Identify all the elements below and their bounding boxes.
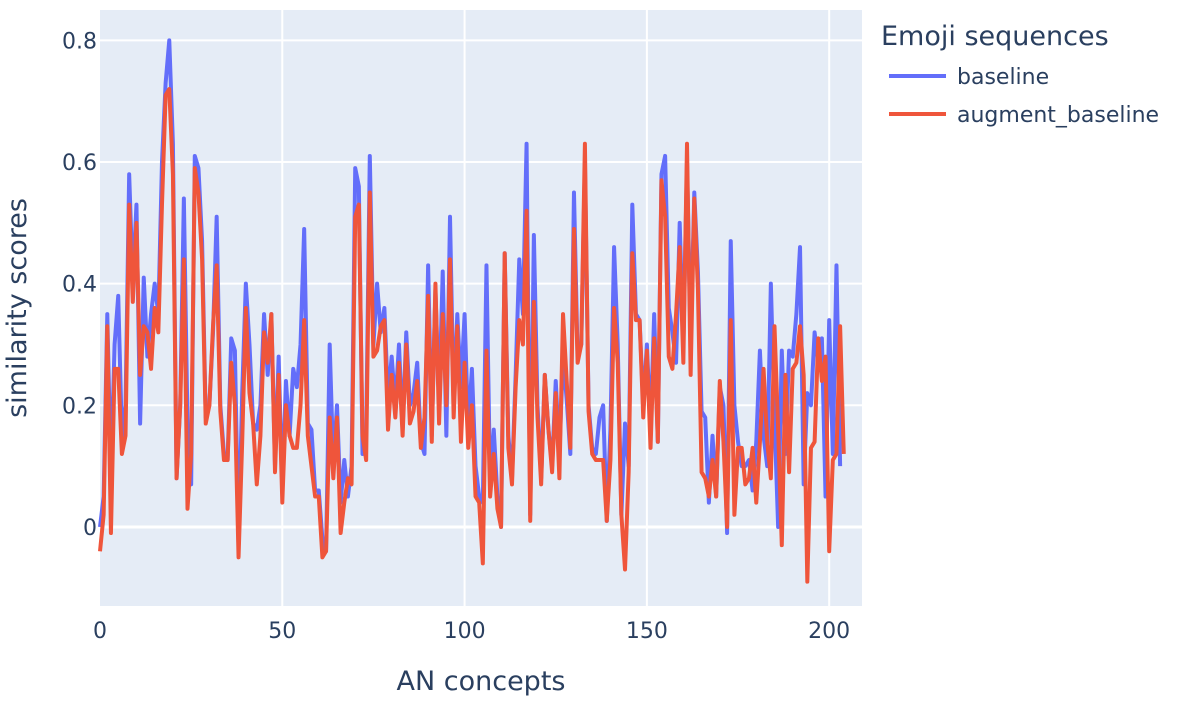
series-lines — [98, 38, 846, 584]
legend-title: Emoji sequences — [881, 21, 1109, 52]
x-tick-label: 100 — [444, 619, 486, 644]
legend-item-baseline[interactable]: baseline — [889, 65, 1049, 90]
legend-item-augment-baseline[interactable]: augment_baseline — [889, 103, 1159, 128]
y-tick-label: 0 — [83, 516, 97, 541]
series-line-augment-baseline[interactable] — [98, 87, 846, 584]
x-tick-label: 0 — [93, 619, 107, 644]
y-tick-label: 0.8 — [62, 29, 97, 54]
x-tick-label: 50 — [268, 619, 296, 644]
y-tick-label: 0.2 — [62, 394, 97, 419]
legend: Emoji sequences baseline augment_baselin… — [881, 21, 1159, 128]
y-tick-label: 0.6 — [62, 151, 97, 176]
legend-label-baseline: baseline — [957, 65, 1049, 90]
y-tick-label: 0.4 — [62, 273, 97, 298]
x-tick-label: 200 — [808, 619, 850, 644]
x-axis-title: AN concepts — [397, 666, 566, 697]
legend-label-augment-baseline: augment_baseline — [957, 103, 1159, 128]
x-tick-label: 150 — [626, 619, 668, 644]
tick-labels: 0 50 100 150 200 0 0.2 0.4 0.6 0.8 — [62, 29, 850, 644]
y-axis-title: similarity scores — [2, 198, 33, 418]
